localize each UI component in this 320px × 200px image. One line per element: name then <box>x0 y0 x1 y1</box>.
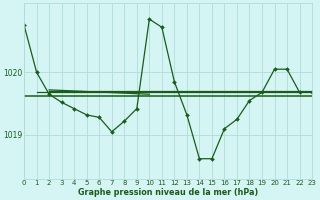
X-axis label: Graphe pression niveau de la mer (hPa): Graphe pression niveau de la mer (hPa) <box>78 188 258 197</box>
